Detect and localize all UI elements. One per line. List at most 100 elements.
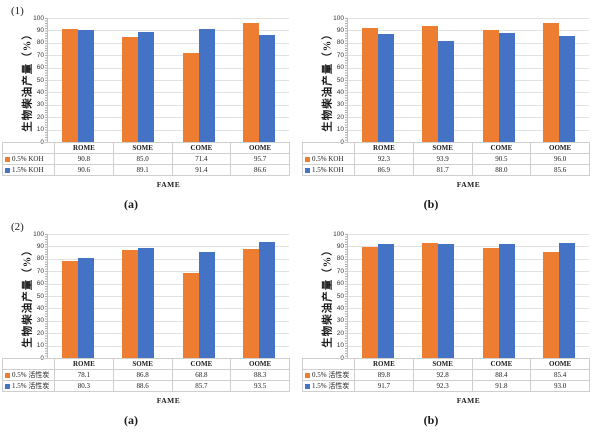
bar-group-oome — [529, 234, 589, 358]
y-axis-line — [47, 18, 48, 142]
y-tick-label: 30 — [336, 101, 344, 109]
gridline — [348, 129, 589, 131]
y-tick-label: 40 — [336, 304, 344, 312]
legend-label: 1.5% 活性炭 — [312, 382, 350, 390]
y-tick-label: 10 — [36, 342, 44, 350]
gridline — [348, 320, 589, 322]
value-cell: 93.9 — [412, 153, 473, 165]
bar-series1-come — [182, 272, 199, 358]
category-label: SOME — [112, 142, 173, 154]
gridline — [48, 296, 289, 297]
bar-group-some — [108, 234, 168, 358]
bar-group-come — [169, 234, 229, 358]
x-axis-title: FAME — [456, 180, 481, 189]
data-table: ROME SOME COME OOME 0.5% KOH 90.8 85.0 71.4 95.7… — [2, 142, 290, 176]
y-tick-label: 20 — [336, 329, 344, 337]
gridline — [48, 30, 289, 32]
y-tick-label: 30 — [36, 317, 44, 325]
value-cell: 88.4 — [471, 369, 532, 381]
x-axis-title: FAME — [456, 396, 481, 405]
gridline — [348, 345, 589, 347]
bar-group-oome — [229, 18, 289, 142]
gridline — [48, 104, 289, 106]
bar-series1-oome — [542, 252, 559, 358]
legend-swatch — [305, 167, 310, 173]
bar-series1-oome — [242, 248, 259, 358]
gridline — [48, 246, 289, 248]
gridline — [348, 55, 589, 57]
y-tick-label: 100 — [333, 14, 344, 22]
legend-cell: 1.5% KOH — [2, 164, 55, 176]
y-tick-label: 100 — [33, 230, 44, 238]
value-cell: 92.3 — [412, 380, 473, 392]
y-tick-label: 50 — [336, 292, 344, 300]
gridline — [48, 117, 289, 119]
category-label: ROME — [54, 142, 114, 154]
y-axis-minor-ticks — [345, 234, 347, 358]
category-label: SOME — [112, 358, 173, 370]
gridline — [348, 333, 589, 335]
chart-2b: 生物柴油产量（%） 0 10 20 30 40 50 60 70 80 90 100 ROME SOME C… — [300, 216, 600, 432]
x-axis-title: FAME — [156, 396, 181, 405]
bar-series1-some — [122, 250, 139, 358]
category-label: ROME — [354, 142, 414, 154]
plot-area — [345, 234, 589, 358]
y-tick-label: 60 — [336, 280, 344, 288]
panel-number-label: (1) — [11, 5, 24, 17]
value-cell: 86.8 — [112, 369, 173, 381]
gridline — [348, 308, 589, 310]
y-tick-label: 80 — [36, 255, 44, 263]
bar-group-rome — [348, 234, 408, 358]
bar-series2-come — [498, 32, 515, 142]
value-cell: 88.0 — [471, 164, 532, 176]
gridline — [48, 258, 289, 260]
y-tick-label: 10 — [336, 126, 344, 134]
value-cell: 85.4 — [530, 369, 590, 381]
category-label: OOME — [230, 142, 290, 154]
value-cell: 68.8 — [171, 369, 232, 381]
y-tick-label: 50 — [36, 292, 44, 300]
value-cell: 93.5 — [230, 380, 290, 392]
y-tick-label: 30 — [336, 317, 344, 325]
y-tick-label: 20 — [36, 329, 44, 337]
bar-group-rome — [48, 234, 108, 358]
value-cell: 86.6 — [230, 164, 290, 176]
y-tick-label: 20 — [336, 113, 344, 121]
y-axis-line — [47, 234, 48, 358]
legend-cell: 1.5% 活性炭 — [302, 380, 355, 392]
y-tick-label: 40 — [36, 88, 44, 96]
y-tick-label: 90 — [336, 26, 344, 34]
table-corner-cell — [2, 142, 55, 154]
y-tick-label: 90 — [36, 26, 44, 34]
bar-series2-come — [498, 244, 515, 358]
gridline — [348, 258, 589, 260]
y-tick-label: 50 — [336, 76, 344, 84]
value-cell: 85.0 — [112, 153, 173, 165]
gridline — [348, 104, 589, 106]
y-axis-minor-ticks — [45, 18, 47, 142]
bar-series2-oome — [558, 35, 575, 142]
chart-1a: (1) 生物柴油产量（%） 0 10 20 30 40 50 60 70 80 90 100 ROME SO… — [0, 0, 300, 216]
gridline — [48, 271, 289, 273]
y-tick-label: 80 — [336, 255, 344, 263]
table-corner-cell — [2, 358, 55, 370]
gridline — [48, 42, 289, 44]
bar-series1-oome — [242, 23, 259, 142]
subfigure-caption: (a) — [124, 413, 138, 427]
value-cell: 92.3 — [354, 153, 414, 165]
gridline — [48, 345, 289, 347]
category-label: ROME — [354, 358, 414, 370]
legend-swatch — [305, 156, 310, 162]
value-cell: 80.3 — [54, 380, 114, 392]
category-label: COME — [471, 142, 532, 154]
gridline — [48, 234, 289, 235]
category-label: COME — [471, 358, 532, 370]
y-tick-label: 70 — [336, 267, 344, 275]
y-tick-label: 100 — [33, 14, 44, 22]
legend-label: 0.5% KOH — [12, 155, 44, 163]
data-table: ROME SOME COME OOME 0.5% 活性炭 78.1 86.8 68.8 88.3… — [2, 358, 290, 392]
bar-series1-come — [482, 248, 499, 358]
subfigure-caption: (b) — [423, 413, 439, 427]
gridline — [348, 296, 589, 297]
y-tick-label: 60 — [36, 64, 44, 72]
